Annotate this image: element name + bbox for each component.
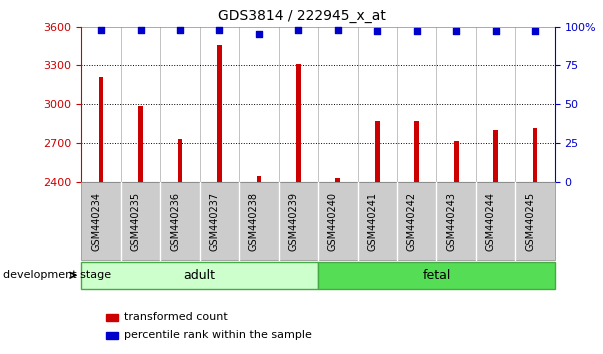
Bar [138,106,143,182]
Bar [454,141,458,182]
Point [136,27,145,33]
Text: fetal: fetal [422,269,450,282]
Bar [256,176,261,182]
Bar [99,77,104,182]
Text: GSM440245: GSM440245 [525,192,535,251]
Text: GSM440235: GSM440235 [131,192,140,251]
Text: GSM440243: GSM440243 [446,192,456,251]
Text: transformed count: transformed count [124,312,227,322]
Point [175,27,185,33]
Text: development stage: development stage [3,270,111,280]
Text: GSM440237: GSM440237 [209,192,219,251]
Point [96,27,106,33]
Text: GDS3814 / 222945_x_at: GDS3814 / 222945_x_at [218,9,385,23]
Text: adult: adult [184,269,216,282]
Point [451,28,461,34]
Text: GSM440236: GSM440236 [170,192,180,251]
Point [412,28,421,34]
Bar [414,121,419,182]
Bar [532,128,537,182]
Text: GSM440244: GSM440244 [485,192,496,251]
Text: GSM440241: GSM440241 [367,192,377,251]
Point [215,27,224,33]
Text: GSM440242: GSM440242 [406,192,417,251]
Bar [296,64,301,182]
Bar [335,178,340,182]
Point [491,28,500,34]
Point [254,32,264,37]
Text: GSM440240: GSM440240 [328,192,338,251]
Bar [375,121,380,182]
Bar [217,45,222,182]
Bar [178,139,182,182]
Text: GSM440239: GSM440239 [288,192,298,251]
Point [530,28,540,34]
Point [294,27,303,33]
Text: percentile rank within the sample: percentile rank within the sample [124,330,312,339]
Text: GSM440234: GSM440234 [91,192,101,251]
Text: GSM440238: GSM440238 [249,192,259,251]
Point [333,27,343,33]
Point [373,28,382,34]
Bar [493,130,498,182]
